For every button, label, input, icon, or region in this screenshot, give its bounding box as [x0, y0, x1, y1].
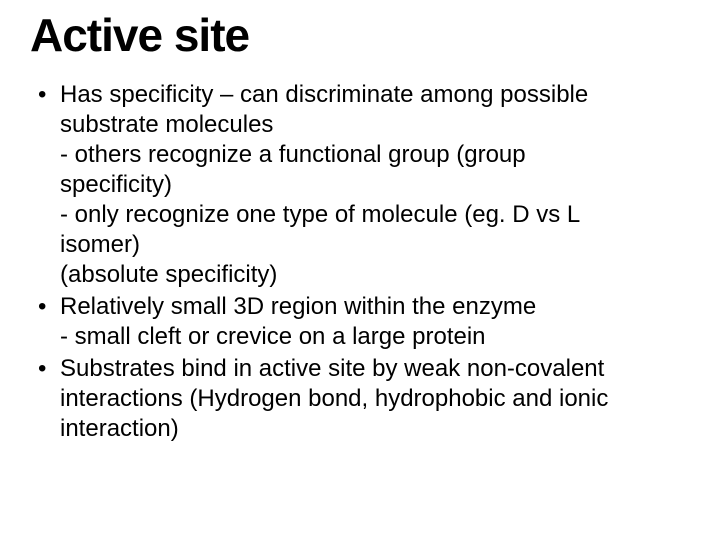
slide-title: Active site: [30, 8, 700, 62]
bullet-text: substrate molecules: [60, 110, 700, 140]
slide: Active site Has specificity – can discri…: [0, 0, 720, 540]
bullet-text: (absolute specificity): [60, 260, 700, 290]
bullet-text: - only recognize one type of molecule (e…: [60, 200, 700, 230]
bullet-list: Has specificity – can discriminate among…: [30, 80, 700, 444]
bullet-text: Substrates bind in active site by weak n…: [60, 354, 700, 384]
bullet-text: - others recognize a functional group (g…: [60, 140, 700, 170]
bullet-text: specificity): [60, 170, 700, 200]
bullet-text: Relatively small 3D region within the en…: [60, 292, 700, 322]
bullet-text: interactions (Hydrogen bond, hydrophobic…: [60, 384, 700, 414]
bullet-text: - small cleft or crevice on a large prot…: [60, 322, 700, 352]
list-item: Has specificity – can discriminate among…: [30, 80, 700, 290]
bullet-text: interaction): [60, 414, 700, 444]
bullet-text: Has specificity – can discriminate among…: [60, 80, 700, 110]
bullet-text: isomer): [60, 230, 700, 260]
list-item: Relatively small 3D region within the en…: [30, 292, 700, 352]
list-item: Substrates bind in active site by weak n…: [30, 354, 700, 444]
